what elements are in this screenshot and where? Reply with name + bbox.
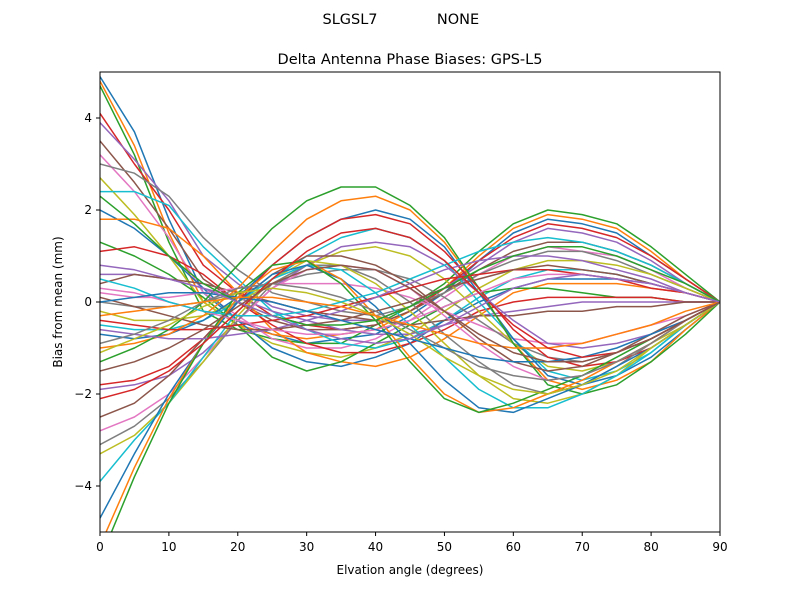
- x-axis-label: Elvation angle (degrees): [337, 563, 484, 577]
- x-tick-label: 20: [230, 540, 245, 554]
- series-layer: [100, 76, 720, 532]
- x-tick-label: 90: [712, 540, 727, 554]
- series-line-3: [100, 85, 720, 345]
- series-line-35: [100, 255, 720, 340]
- y-axis: −4 −2 0 2 4: [74, 111, 100, 493]
- x-tick-label: 50: [437, 540, 452, 554]
- suptitle-left: SLGSL7: [322, 12, 377, 28]
- series-line-33: [110, 259, 720, 532]
- y-tick-label: 0: [84, 295, 92, 309]
- series-line-40: [100, 236, 720, 317]
- chart-title: Delta Antenna Phase Biases: GPS-L5: [278, 52, 543, 68]
- y-tick-label: 2: [84, 203, 92, 217]
- series-line-25: [100, 241, 720, 391]
- series-line-39: [100, 287, 720, 395]
- y-tick-label: −4: [74, 479, 92, 493]
- x-tick-label: 70: [575, 540, 590, 554]
- x-tick-label: 80: [643, 540, 658, 554]
- x-tick-label: 0: [96, 540, 104, 554]
- x-axis: 0 10 20 30 40 50 60 70 80 90: [96, 532, 728, 554]
- series-line-7: [100, 154, 720, 349]
- series-line-22: [100, 195, 720, 391]
- series-line-42: [100, 296, 720, 349]
- series-line-43: [100, 195, 720, 326]
- x-tick-label: 10: [161, 540, 176, 554]
- series-line-36: [100, 264, 720, 331]
- x-tick-label: 30: [299, 540, 314, 554]
- y-tick-label: 4: [84, 111, 92, 125]
- y-axis-label: Bias from mean (mm): [51, 236, 65, 367]
- x-tick-label: 40: [368, 540, 383, 554]
- suptitle-right: NONE: [437, 12, 479, 28]
- series-line-45: [100, 264, 720, 345]
- series-line-46: [100, 264, 720, 372]
- x-tick-label: 60: [506, 540, 521, 554]
- y-tick-label: −2: [74, 387, 92, 401]
